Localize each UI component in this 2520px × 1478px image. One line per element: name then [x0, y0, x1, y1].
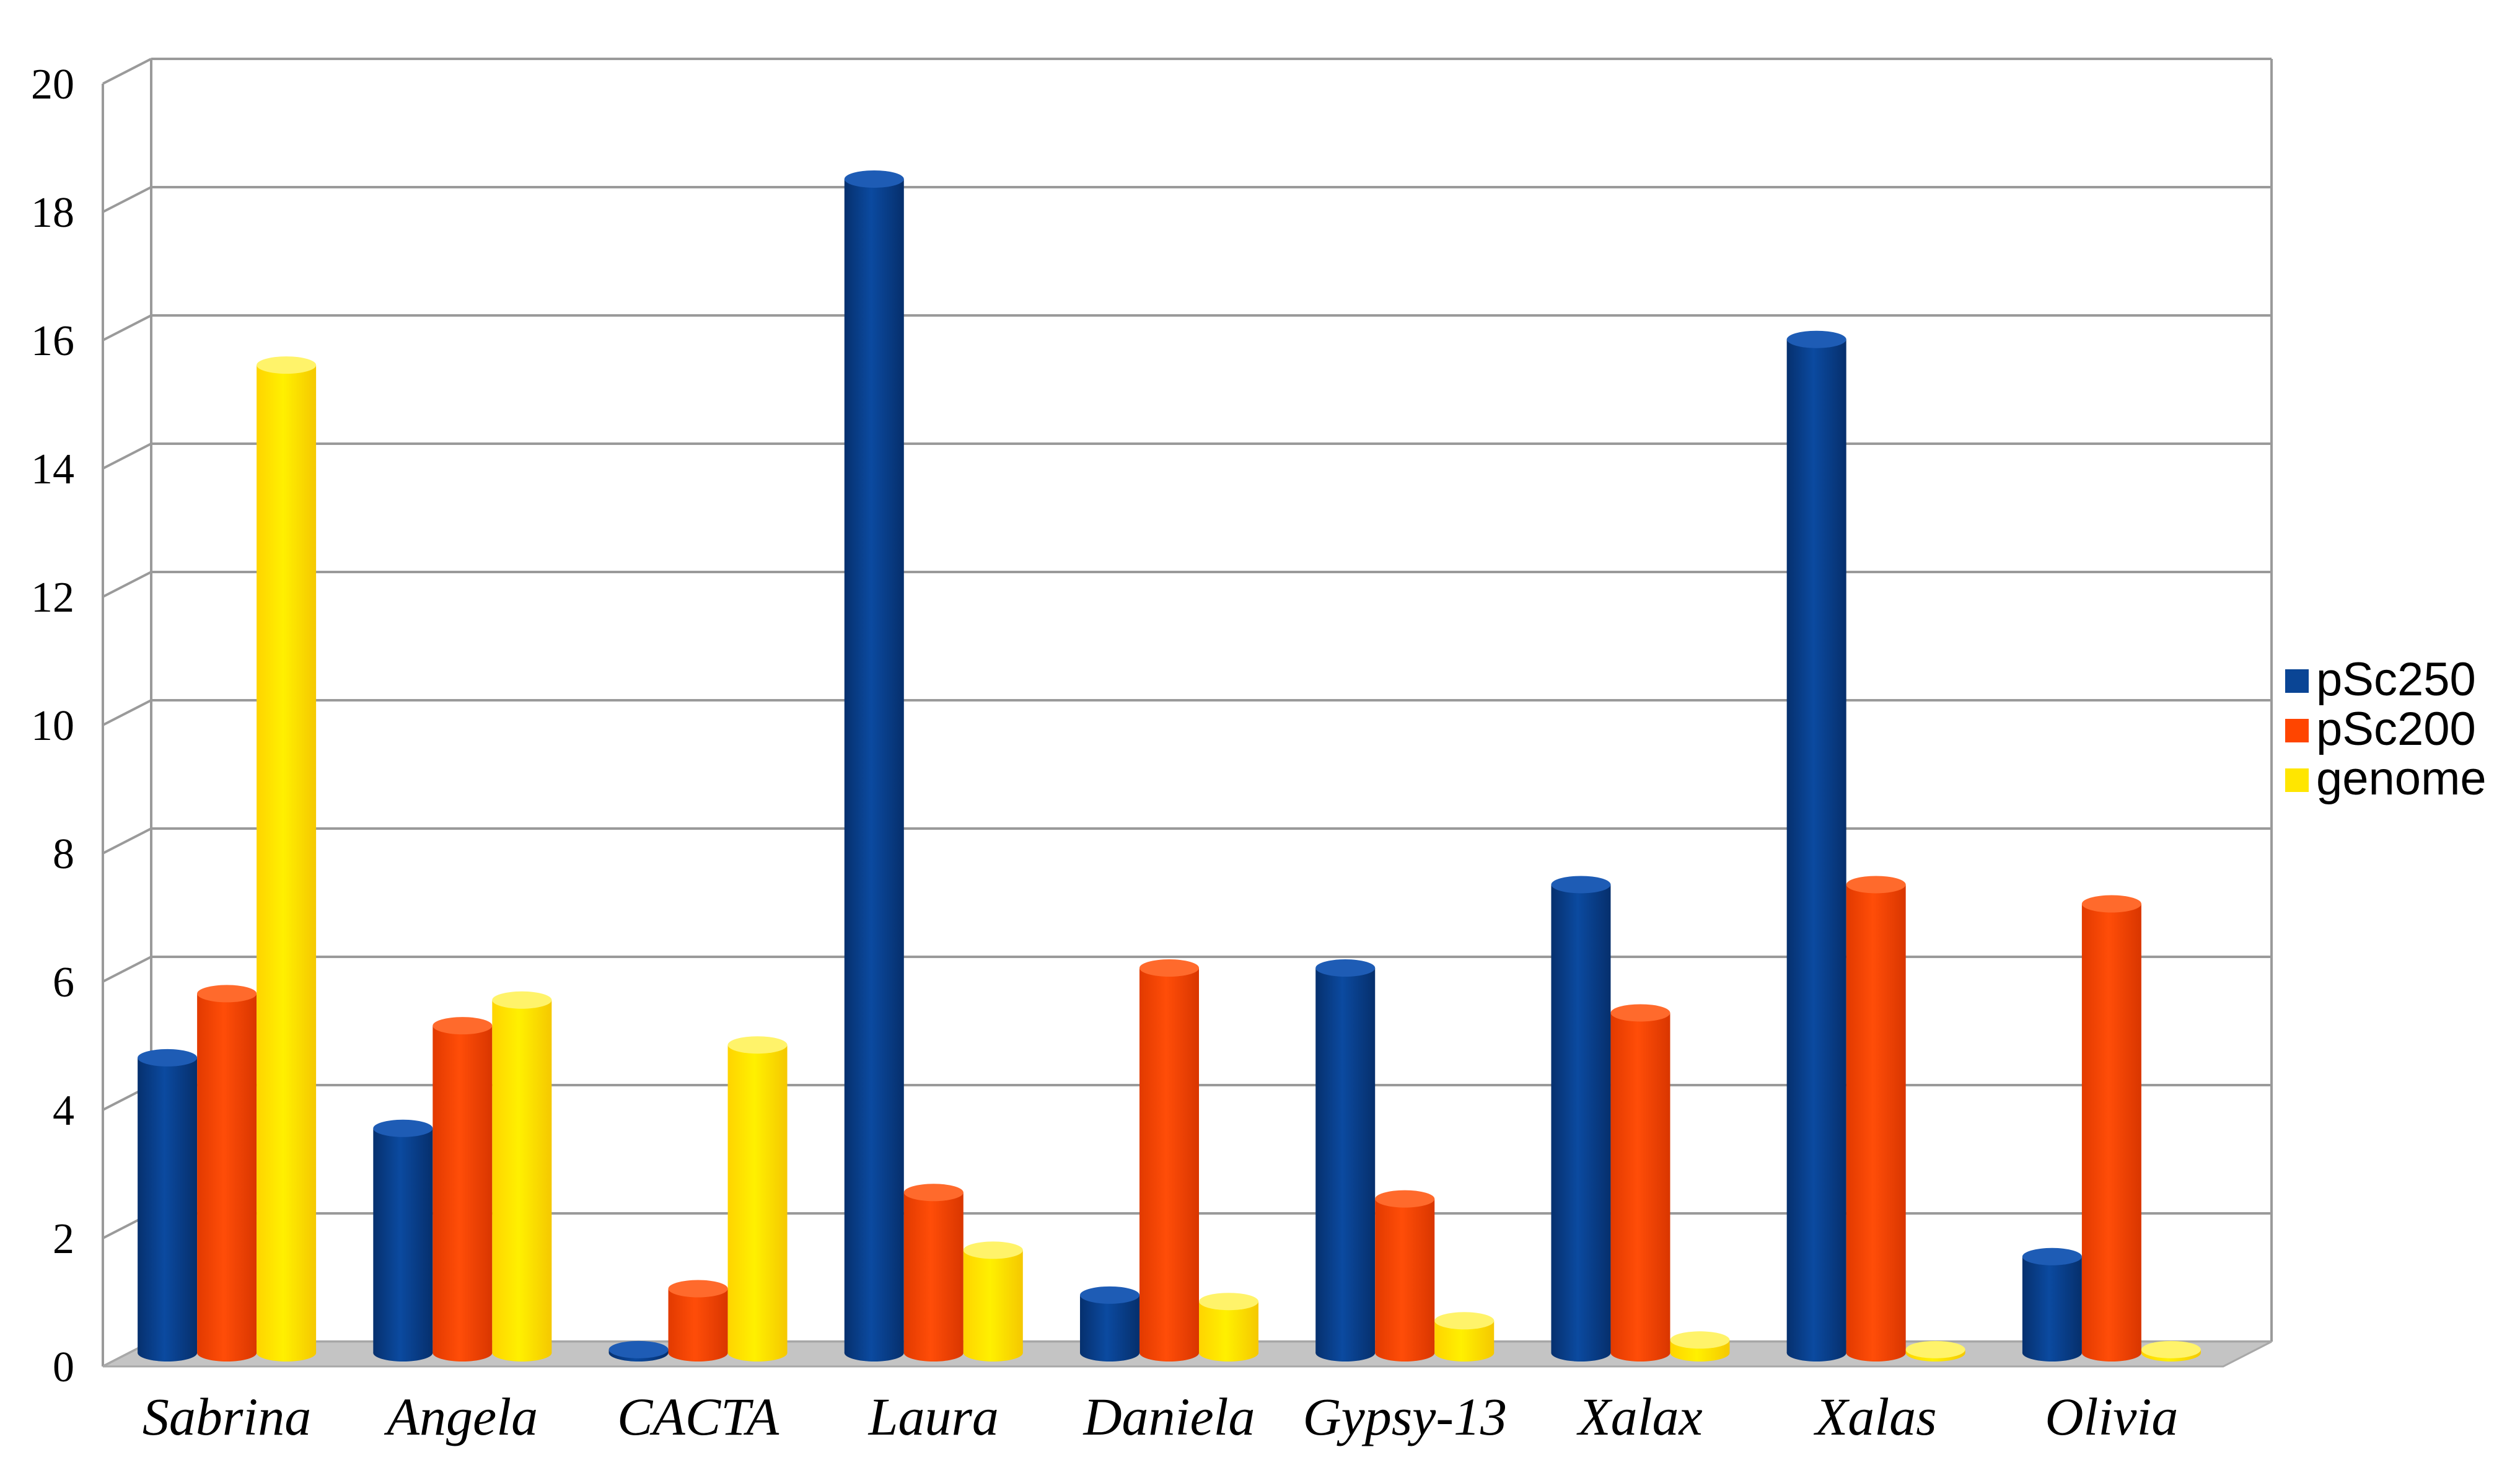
- gridline-side: [102, 314, 152, 341]
- gridline-side: [102, 58, 152, 85]
- bar-pSc200-Daniela: [1139, 959, 1199, 1361]
- gridline-side: [102, 186, 152, 213]
- y-tick-label: 6: [53, 959, 74, 1006]
- bar-pSc200-Sabrina: [197, 985, 257, 1361]
- legend-swatch: [2285, 669, 2309, 693]
- bar-pSc200-Laura: [903, 1184, 964, 1361]
- bar-pSc250-Xalas: [1786, 330, 1846, 1361]
- y-tick-label: 14: [31, 446, 74, 493]
- y-tick-label: 2: [53, 1215, 74, 1263]
- x-category-label: Laura: [867, 1387, 999, 1446]
- bar-pSc200-Angela: [432, 1017, 493, 1361]
- bar-genome-Xalax: [1670, 1331, 1730, 1361]
- gridline-side: [102, 956, 152, 983]
- bar-genome-CACTA: [727, 1036, 788, 1361]
- bar-pSc250-CACTA: [608, 1340, 669, 1361]
- x-category-label: Xalas: [1814, 1387, 1937, 1446]
- legend-swatch: [2285, 768, 2309, 792]
- bar-genome-Olivia: [2141, 1340, 2201, 1361]
- bar-pSc200-Olivia: [2081, 895, 2141, 1361]
- bar-pSc200-Xalax: [1610, 1004, 1670, 1361]
- bar-genome-Xalas: [1905, 1340, 1965, 1361]
- bar-genome-Laura: [963, 1241, 1023, 1361]
- bar-genome-Sabrina: [257, 356, 317, 1361]
- x-category-label: Daniela: [1082, 1387, 1255, 1446]
- y-tick-label: 4: [53, 1087, 74, 1135]
- y-tick-label: 18: [31, 189, 74, 237]
- bar-pSc250-Daniela: [1080, 1286, 1139, 1361]
- bar-pSc200-CACTA: [668, 1280, 728, 1361]
- bar-genome-Daniela: [1199, 1293, 1258, 1361]
- gridline-side: [102, 442, 152, 470]
- y-tick-label: 0: [53, 1344, 74, 1391]
- legend-item-pSc250: pSc250: [2285, 653, 2476, 706]
- legend-item-genome: genome: [2285, 752, 2487, 805]
- bar-pSc200-Gypsy-13: [1375, 1190, 1435, 1361]
- y-tick-label: 16: [31, 317, 74, 365]
- bar-pSc250-Olivia: [2022, 1247, 2082, 1361]
- x-category-label: Xalax: [1576, 1387, 1703, 1446]
- x-category-label: CACTA: [617, 1387, 779, 1446]
- chart-bars: [138, 170, 2201, 1361]
- bar-pSc250-Xalax: [1551, 876, 1611, 1361]
- gridline-side: [102, 571, 152, 598]
- bar-pSc200-Xalas: [1846, 876, 1906, 1361]
- gridline-side: [102, 827, 152, 855]
- chart-labels: 0 2 4 6 8 10 12 14 16 18 20 Sabrina Angela CACTA Laura…: [31, 61, 2178, 1446]
- x-category-label: Gypsy-13: [1302, 1387, 1507, 1446]
- y-tick-label: 20: [31, 61, 74, 108]
- x-category-label: Sabrina: [143, 1387, 311, 1446]
- bar-pSc250-Laura: [844, 170, 904, 1361]
- x-category-label: Olivia: [2045, 1387, 2178, 1446]
- bar-genome-Gypsy-13: [1434, 1312, 1495, 1361]
- bar-pSc250-Sabrina: [138, 1049, 198, 1361]
- y-tick-label: 8: [53, 830, 74, 878]
- legend-swatch: [2285, 719, 2309, 742]
- legend-label: genome: [2316, 752, 2487, 805]
- legend-item-pSc200: pSc200: [2285, 703, 2476, 755]
- bar-pSc250-Angela: [373, 1119, 433, 1361]
- y-tick-label: 10: [31, 702, 74, 750]
- x-category-label: Angela: [384, 1387, 538, 1446]
- y-tick-label: 12: [31, 574, 74, 622]
- legend-label: pSc250: [2316, 653, 2476, 706]
- bar-genome-Angela: [492, 991, 552, 1361]
- bar-pSc250-Gypsy-13: [1315, 959, 1376, 1361]
- gridline-side: [102, 699, 152, 726]
- legend-label: pSc200: [2316, 703, 2476, 755]
